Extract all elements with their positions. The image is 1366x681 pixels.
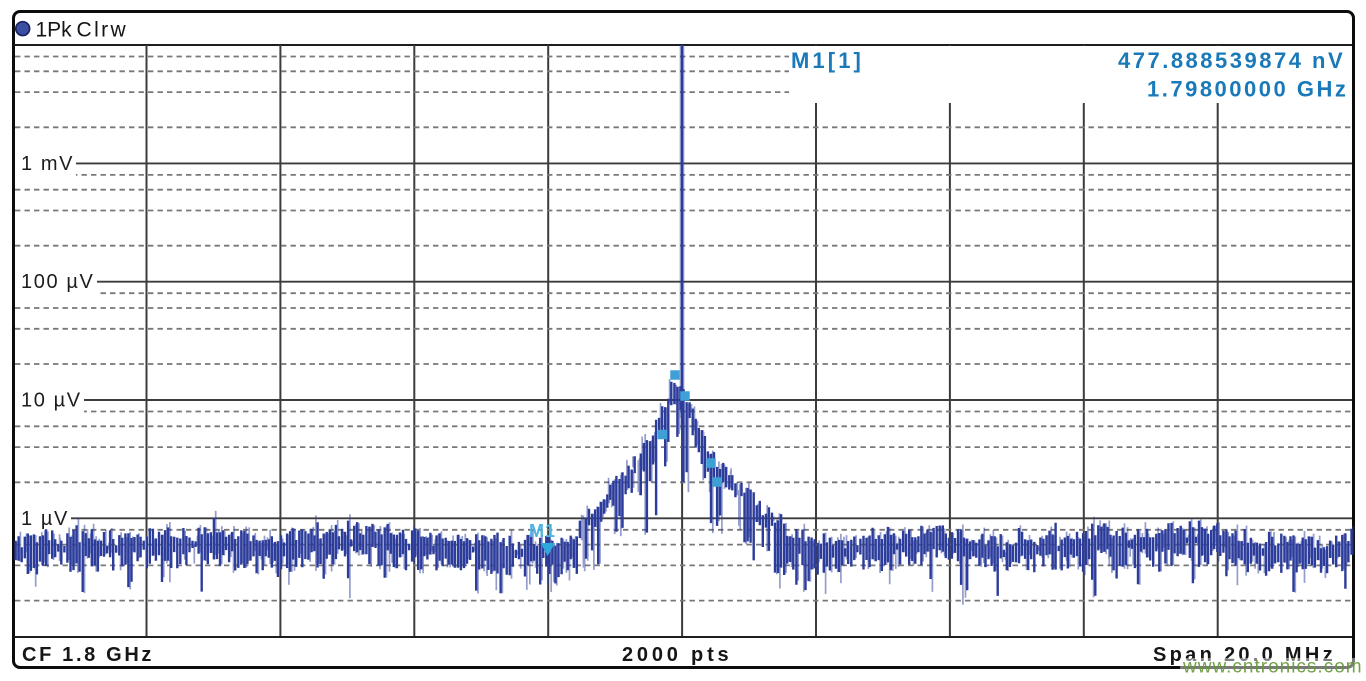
svg-text:1Pk: 1Pk [36,19,73,42]
svg-text:1 µV: 1 µV [21,508,69,530]
svg-text:100 µV: 100 µV [21,271,94,293]
svg-text:www.cntronics.com: www.cntronics.com [1182,656,1363,677]
svg-text:1.79800000 GHz: 1.79800000 GHz [1147,77,1348,102]
svg-text:Clrw: Clrw [77,19,129,42]
svg-text:10 µV: 10 µV [21,390,82,412]
svg-text:2000 pts: 2000 pts [622,644,732,666]
svg-text:477.888539874 nV: 477.888539874 nV [1118,48,1345,73]
svg-text:1 mV: 1 mV [21,153,74,175]
svg-text:M1: M1 [529,521,556,541]
svg-text:M1[1]: M1[1] [791,48,864,73]
svg-text:CF 1.8 GHz: CF 1.8 GHz [22,644,154,666]
svg-text:Span 20.0 MHz: Span 20.0 MHz [1153,644,1336,666]
